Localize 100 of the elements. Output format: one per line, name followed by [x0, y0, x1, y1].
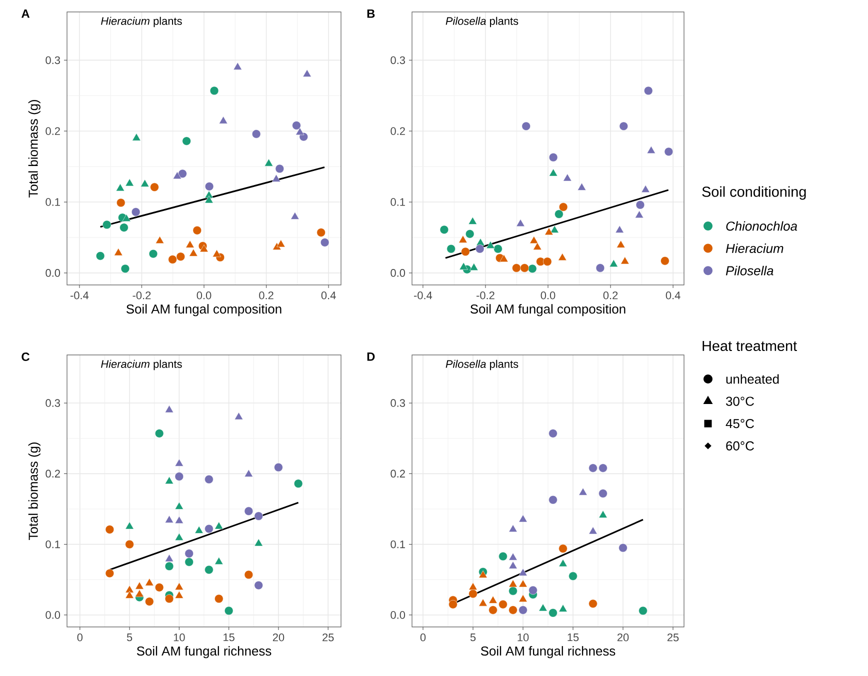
annotation: Hieracium plants [101, 360, 182, 370]
point [120, 223, 128, 232]
x-tick-label: -0.2 [132, 292, 151, 300]
point [254, 580, 263, 590]
point [466, 230, 474, 238]
point [204, 524, 214, 534]
point [274, 462, 283, 472]
point [214, 594, 224, 604]
point [512, 264, 521, 272]
point [320, 238, 330, 247]
x-tick-label: 20 [617, 634, 629, 642]
point [233, 62, 242, 70]
point [105, 525, 114, 534]
point [578, 488, 588, 496]
point [214, 522, 224, 530]
point [634, 210, 644, 218]
legend-label: 45°C [726, 419, 754, 428]
point [520, 264, 529, 272]
point [276, 240, 286, 248]
point [186, 240, 194, 248]
point [244, 506, 254, 516]
point [164, 554, 174, 562]
x-tick-label: 0.4 [666, 292, 680, 300]
point [588, 464, 598, 472]
point [148, 249, 158, 258]
y-tick-label: 0.3 [46, 56, 60, 64]
x-tick-label: 15 [224, 634, 234, 642]
point [116, 184, 125, 192]
point [660, 256, 670, 266]
point [476, 244, 484, 254]
x-tick-label: 0 [420, 634, 426, 642]
point [172, 172, 182, 180]
point [518, 514, 528, 522]
point [164, 562, 174, 571]
y-tick-label: 0.3 [390, 399, 406, 407]
point [548, 495, 558, 504]
point [459, 262, 468, 270]
point [114, 248, 123, 256]
point [618, 544, 628, 552]
point [219, 116, 228, 124]
point [664, 147, 674, 156]
point [563, 174, 572, 182]
point [182, 136, 191, 146]
x-tick-label: 15 [568, 634, 579, 642]
point [508, 561, 518, 569]
point [516, 219, 525, 227]
point [214, 557, 224, 565]
point [264, 158, 274, 166]
annotation: Pilosella plants [446, 360, 518, 370]
point [609, 259, 618, 267]
point [440, 225, 449, 234]
point [558, 604, 568, 612]
point [478, 570, 488, 578]
chart-title: B [367, 10, 375, 18]
point [468, 589, 478, 598]
point [125, 540, 134, 549]
point [646, 146, 656, 154]
legend-label: Hieracium [726, 244, 784, 254]
point [636, 200, 645, 210]
point [116, 198, 126, 208]
point [554, 210, 564, 218]
legend-label: Pilosella [726, 266, 774, 276]
point [538, 604, 548, 612]
point [164, 594, 174, 604]
point [494, 244, 502, 254]
x-axis-title: Soil AM fungal richness [480, 646, 616, 658]
point [598, 464, 608, 472]
point [164, 405, 174, 413]
y-tick-label: 0.0 [46, 611, 60, 619]
point [244, 570, 254, 580]
y-tick-label: 0.2 [46, 127, 60, 135]
point [644, 86, 653, 96]
point [530, 236, 538, 244]
x-tick-label: -0.4 [414, 292, 432, 300]
x-axis-title: Soil AM fungal richness [136, 646, 272, 658]
chart-title: A [22, 10, 30, 18]
chart-title: D [367, 352, 375, 361]
point [316, 228, 326, 237]
point [275, 164, 284, 174]
x-tick-label: 5 [126, 634, 132, 642]
point [619, 122, 628, 130]
y-axis-title: Total biomass (g) [28, 442, 40, 540]
x-axis-title: Soil AM fungal composition [126, 304, 282, 316]
x-tick-label: 20 [272, 634, 284, 642]
point [204, 196, 214, 204]
point [135, 582, 144, 590]
point [194, 526, 204, 534]
y-tick-label: 0.0 [390, 269, 406, 277]
point [641, 185, 650, 193]
point [254, 512, 263, 520]
point [518, 606, 528, 614]
point [596, 264, 605, 272]
point [292, 121, 301, 130]
y-tick-label: 0.0 [46, 269, 60, 277]
point [145, 578, 154, 586]
point [598, 510, 608, 518]
point [290, 212, 300, 220]
point [558, 253, 567, 261]
point [518, 594, 528, 602]
point [155, 236, 164, 244]
